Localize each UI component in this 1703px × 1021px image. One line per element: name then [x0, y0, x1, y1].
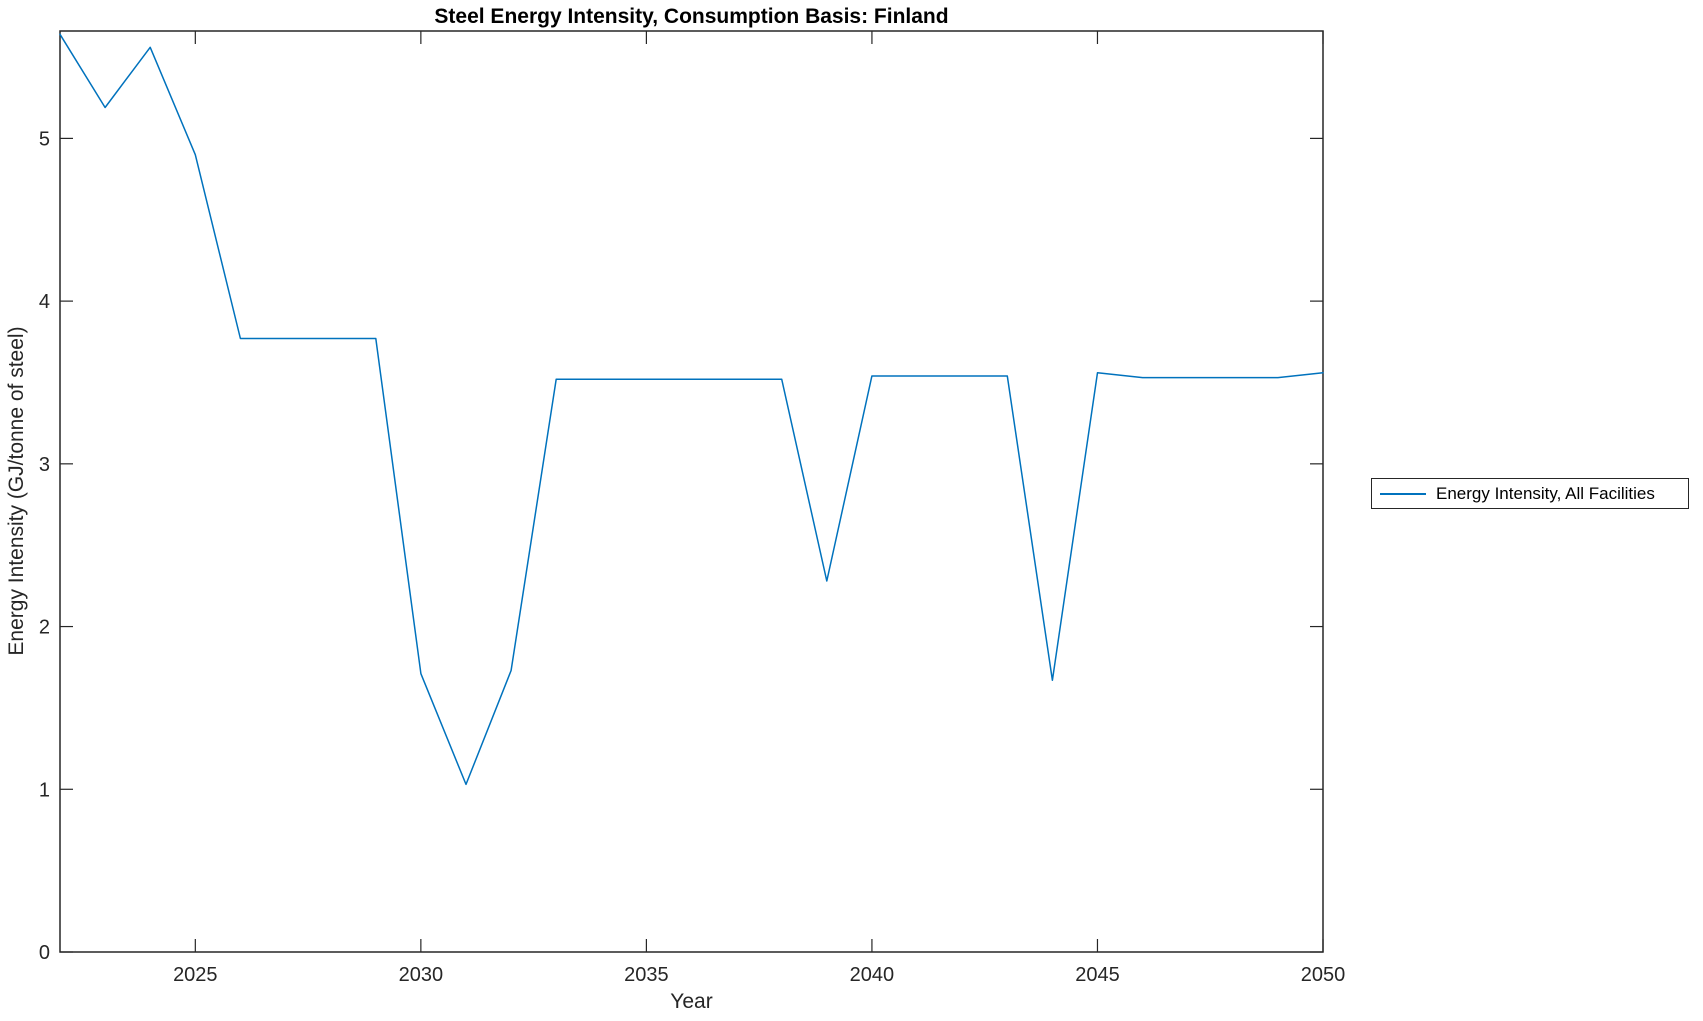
- y-tick-label: 2: [39, 617, 50, 639]
- x-tick-label: 2035: [624, 964, 669, 986]
- x-tick-label: 2025: [173, 964, 218, 986]
- y-tick-label: 1: [39, 779, 50, 801]
- legend-entry-label: Energy Intensity, All Facilities: [1436, 483, 1655, 503]
- y-tick-label: 5: [39, 128, 50, 150]
- plot-area-border: [59, 30, 1324, 953]
- series-line-energy-intensity: [59, 33, 1324, 786]
- x-axis-label: Year: [670, 990, 713, 1013]
- x-tick-label: 2040: [850, 964, 895, 986]
- chart-title: Steel Energy Intensity, Consumption Basi…: [434, 5, 949, 28]
- x-tick-label: 2030: [399, 964, 444, 986]
- y-axis-label: Energy Intensity (GJ/tonne of steel): [5, 326, 28, 656]
- x-tick-label: 2045: [1075, 964, 1120, 986]
- legend: Energy Intensity, All Facilities: [1371, 478, 1689, 509]
- y-tick-label: 4: [39, 291, 50, 313]
- x-tick-label: 2050: [1301, 964, 1346, 986]
- y-tick-label: 3: [39, 454, 50, 476]
- y-tick-label: 0: [39, 942, 50, 964]
- legend-line-swatch: [1380, 492, 1426, 495]
